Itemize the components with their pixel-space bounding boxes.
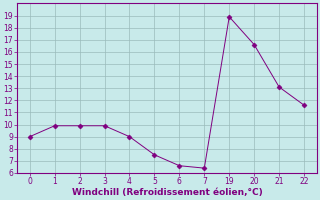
X-axis label: Windchill (Refroidissement éolien,°C): Windchill (Refroidissement éolien,°C)	[72, 188, 262, 197]
